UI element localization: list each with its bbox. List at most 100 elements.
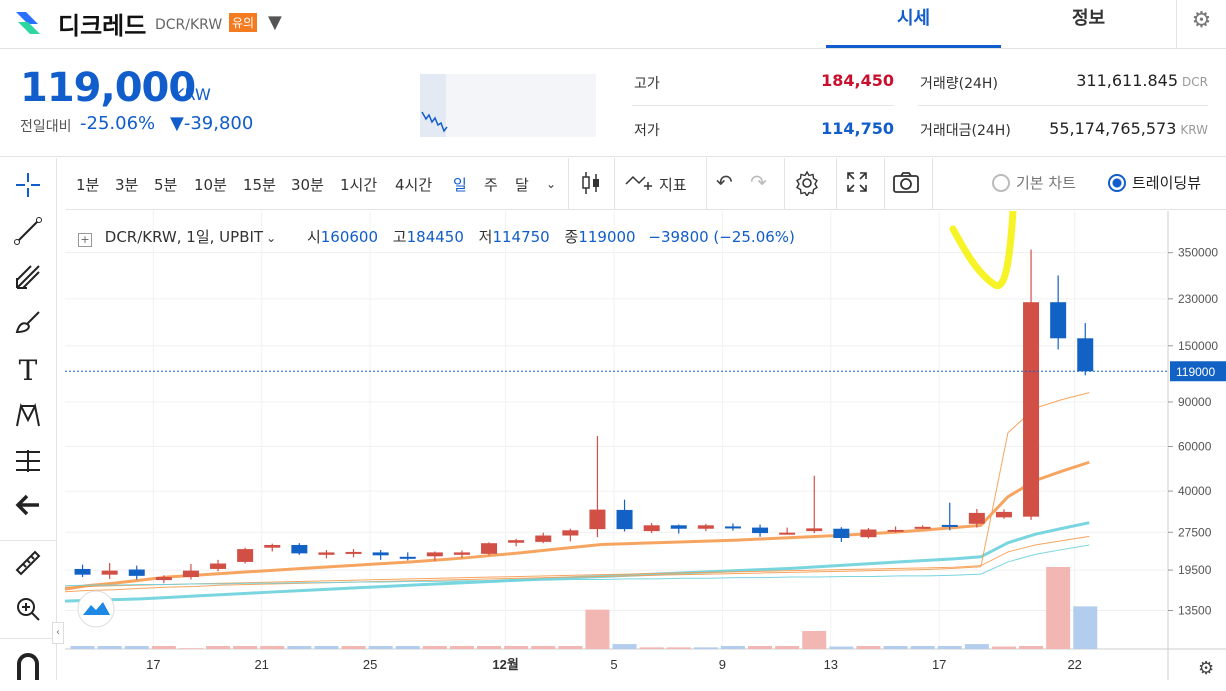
moving-average-ma_orange_thick xyxy=(64,460,1090,591)
x-tick-label: 17 xyxy=(932,657,946,672)
interval-day[interactable]: 일 xyxy=(453,176,467,194)
candle-body xyxy=(860,529,877,538)
candle-type-icon[interactable] xyxy=(579,170,603,201)
chevron-down-icon[interactable]: ▼ xyxy=(268,12,282,33)
volume-bar xyxy=(233,646,258,649)
candle-body xyxy=(318,552,335,555)
y-tick-label: 60000 xyxy=(1178,440,1212,454)
trend-line-icon[interactable] xyxy=(10,216,46,250)
candle-body xyxy=(914,526,931,529)
legend-toggle-icon[interactable]: + xyxy=(78,233,92,247)
legend-symbol[interactable]: DCR/KRW, 1일, UPBIT xyxy=(104,228,264,246)
settings-icon[interactable] xyxy=(794,170,820,201)
y-tick-label: 19500 xyxy=(1178,563,1212,577)
volume-bar xyxy=(449,646,474,649)
candle-body xyxy=(1023,302,1040,517)
volume-bar xyxy=(395,646,420,649)
radio-tradingview[interactable]: 트레이딩뷰 xyxy=(1108,172,1201,193)
radio-basic-chart[interactable]: 기본 차트 xyxy=(992,172,1076,193)
candle-body xyxy=(508,540,525,543)
candle-body xyxy=(968,512,985,524)
crosshair-icon[interactable] xyxy=(10,170,46,204)
candle-body xyxy=(806,528,823,532)
prev-day-label: 전일대비 xyxy=(20,119,72,135)
tab-price[interactable]: 시세 xyxy=(826,0,1001,48)
redo-icon[interactable]: ↷ xyxy=(750,170,767,194)
fullscreen-icon[interactable] xyxy=(845,170,869,199)
volume-label: 거래량(24H) xyxy=(920,76,998,92)
low-value: 114,750 xyxy=(821,119,894,138)
candle-body xyxy=(345,551,362,554)
ruler-icon[interactable] xyxy=(10,548,46,582)
magnet-icon[interactable] xyxy=(10,650,46,684)
volume-bar xyxy=(287,646,312,649)
zoom-in-icon[interactable] xyxy=(10,594,46,628)
volume-bar xyxy=(531,646,556,649)
candle-body xyxy=(724,526,741,529)
high-label: 고가 xyxy=(634,76,660,92)
interval-30m[interactable]: 30분 xyxy=(291,176,324,194)
volume-bar xyxy=(829,646,854,649)
interval-week[interactable]: 주 xyxy=(484,176,498,194)
y-tick-label: 13500 xyxy=(1178,603,1212,617)
volume-bar xyxy=(612,644,637,649)
volume-bar xyxy=(883,646,908,649)
indicator-icon[interactable] xyxy=(624,170,654,199)
interval-3m[interactable]: 3분 xyxy=(115,176,139,194)
legend-low-label: 저 xyxy=(478,228,493,246)
candle-body xyxy=(426,552,443,557)
text-tool-icon[interactable]: T xyxy=(18,354,38,387)
chevron-down-icon[interactable]: ⌄ xyxy=(266,231,277,245)
moving-average-ma_cyan_thin xyxy=(64,544,1090,587)
x-tick-label: 9 xyxy=(719,657,726,672)
volume-bar xyxy=(666,647,691,649)
arrow-left-icon[interactable] xyxy=(10,490,46,524)
interval-1h[interactable]: 1시간 xyxy=(340,176,378,194)
volume-bar xyxy=(341,646,366,649)
drawing-toolbar: T xyxy=(0,158,57,680)
amount-label: 거래대금(24H) xyxy=(920,123,1011,139)
volume-bar xyxy=(910,646,935,649)
price-chart[interactable]: 5500003500002300001500009000060000400002… xyxy=(64,196,1226,680)
volume-bar xyxy=(1019,646,1044,649)
undo-icon[interactable]: ↶ xyxy=(716,170,733,194)
pattern-icon[interactable] xyxy=(10,400,46,434)
volume-bar xyxy=(720,646,745,649)
volume-bar xyxy=(1073,606,1098,649)
brush-icon[interactable] xyxy=(10,308,46,342)
candle-body xyxy=(453,552,470,555)
interval-5m[interactable]: 5분 xyxy=(154,176,178,194)
interval-month[interactable]: 달 xyxy=(515,176,529,194)
interval-1m[interactable]: 1분 xyxy=(76,176,100,194)
volume-bar xyxy=(964,644,989,649)
pitchfork-icon[interactable] xyxy=(10,262,46,296)
moving-average-ma_orange_thin xyxy=(64,392,1090,593)
chart-legend: + DCR/KRW, 1일, UPBIT ⌄ 시160600 고184450 저1… xyxy=(78,226,795,247)
collapse-toolbar-button[interactable]: ‹ xyxy=(52,622,64,644)
candle-body xyxy=(399,556,416,559)
interval-4h[interactable]: 4시간 xyxy=(395,176,433,194)
candle-body xyxy=(562,530,579,536)
candle-body xyxy=(697,525,714,529)
coin-name[interactable]: 디크레드 xyxy=(58,12,147,40)
camera-icon[interactable] xyxy=(892,170,920,199)
candle-body xyxy=(643,525,660,532)
candle-body xyxy=(670,525,687,529)
interval-15m[interactable]: 15분 xyxy=(243,176,276,194)
candlestick-chart-svg[interactable]: 5500003500002300001500009000060000400002… xyxy=(64,196,1226,680)
gear-icon[interactable]: ⚙ xyxy=(1176,0,1226,48)
chevron-down-icon[interactable]: ⌄ xyxy=(546,177,557,191)
candle-body xyxy=(155,577,172,581)
interval-10m[interactable]: 10분 xyxy=(194,176,227,194)
candle-body xyxy=(128,569,145,576)
x-tick-label: 25 xyxy=(363,657,377,672)
price-summary: 119,000 KRW 전일대비 -25.06% ▼-39,800 고가 184… xyxy=(0,49,1226,157)
indicator-button[interactable]: 지표 xyxy=(659,176,687,194)
volume-bar xyxy=(504,646,529,649)
logo-circle xyxy=(77,590,115,628)
candle-body xyxy=(1077,338,1094,372)
volume-bar xyxy=(124,646,149,649)
tab-info[interactable]: 정보 xyxy=(1071,8,1106,29)
candle-body xyxy=(237,549,254,562)
prediction-icon[interactable] xyxy=(10,446,46,480)
